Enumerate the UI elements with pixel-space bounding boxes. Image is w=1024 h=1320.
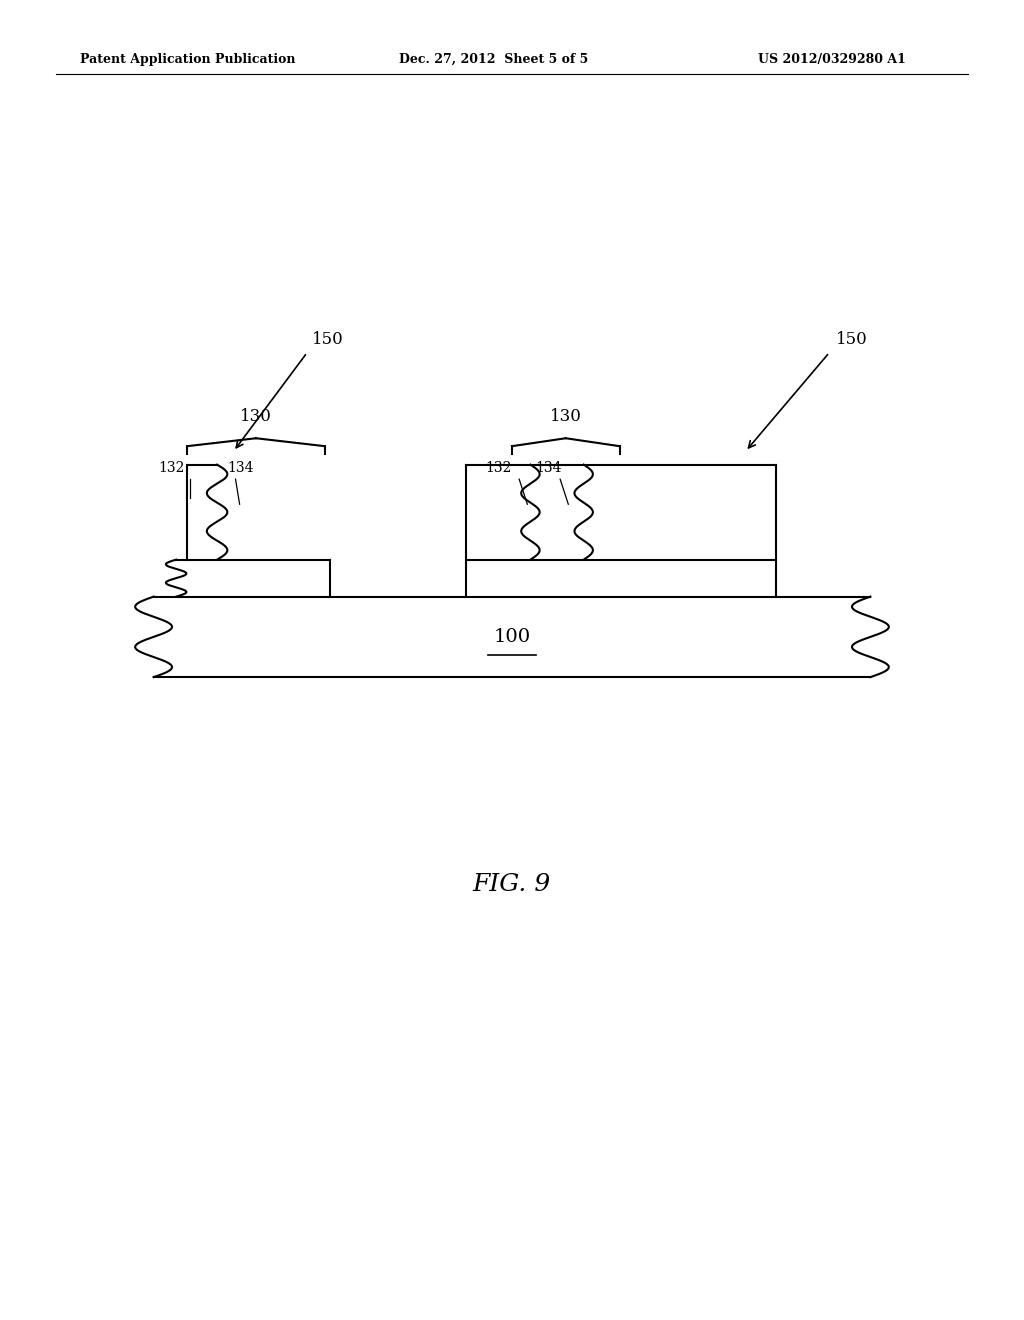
Text: 134: 134 (227, 461, 254, 475)
Text: 132: 132 (158, 461, 184, 475)
Text: 134: 134 (536, 461, 562, 475)
Text: 130: 130 (240, 408, 272, 425)
Text: FIG. 9: FIG. 9 (473, 873, 551, 896)
Text: 150: 150 (311, 331, 344, 347)
Text: 150: 150 (836, 331, 868, 347)
Text: US 2012/0329280 A1: US 2012/0329280 A1 (758, 53, 905, 66)
Text: Patent Application Publication: Patent Application Publication (80, 53, 295, 66)
Text: 130: 130 (550, 408, 582, 425)
Text: Dec. 27, 2012  Sheet 5 of 5: Dec. 27, 2012 Sheet 5 of 5 (399, 53, 589, 66)
Text: 100: 100 (494, 628, 530, 645)
Text: 132: 132 (485, 461, 512, 475)
